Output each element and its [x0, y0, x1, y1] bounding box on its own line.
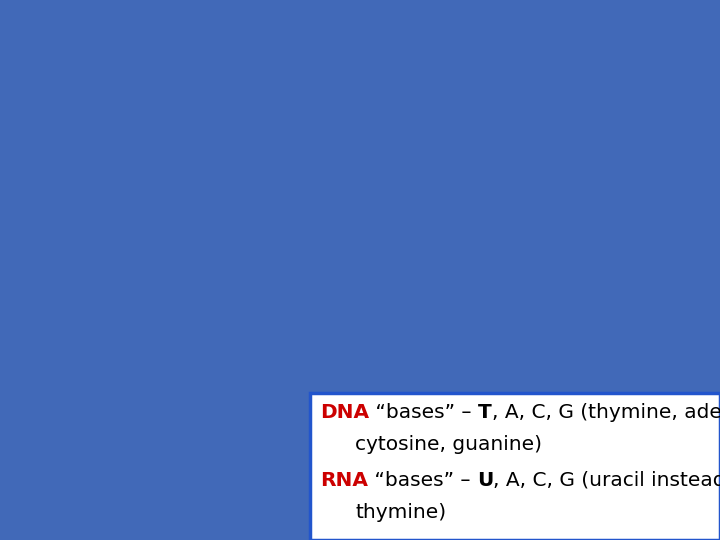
Text: cytosine, guanine): cytosine, guanine) — [355, 435, 542, 454]
FancyBboxPatch shape — [310, 393, 720, 540]
Text: T: T — [478, 403, 492, 422]
Text: thymine): thymine) — [355, 503, 446, 522]
Text: , A, C, G (uracil instead of: , A, C, G (uracil instead of — [493, 471, 720, 490]
Text: , A, C, G (thymine, adenine,: , A, C, G (thymine, adenine, — [492, 403, 720, 422]
Text: RNA: RNA — [320, 471, 368, 490]
Text: U: U — [477, 471, 493, 490]
Text: “bases” –: “bases” – — [368, 471, 477, 490]
Text: DNA: DNA — [320, 403, 369, 422]
Text: “bases” –: “bases” – — [369, 403, 478, 422]
